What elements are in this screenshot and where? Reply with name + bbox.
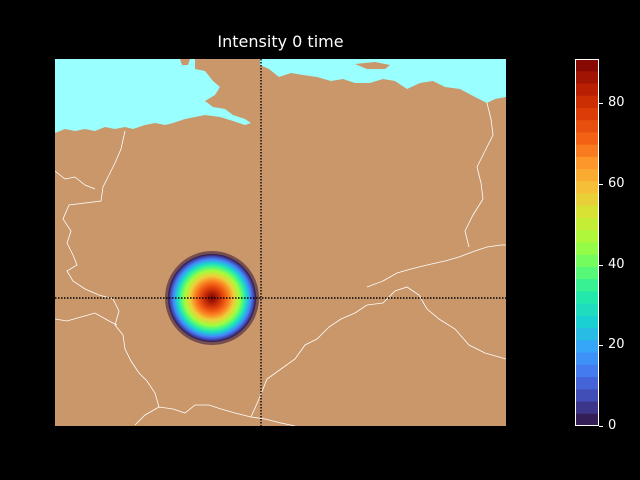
north-sea	[55, 59, 251, 133]
colorbar-level	[576, 230, 598, 244]
baltic-coast-bits	[180, 59, 390, 103]
colorbar-level	[576, 169, 598, 182]
colorbar-level	[576, 205, 598, 219]
colorbar-level	[576, 328, 598, 341]
colorbar-level	[576, 413, 598, 426]
baltic-sea	[260, 59, 506, 103]
colorbar-level	[576, 181, 598, 195]
colorbar-level	[576, 352, 598, 366]
colorbar-tick-label: 60	[608, 176, 625, 192]
colorbar-level	[576, 291, 598, 305]
colorbar-ticks: 0 20 40 60 80	[599, 59, 639, 433]
colorbar-level	[576, 156, 598, 170]
colorbar-level	[576, 266, 598, 280]
colorbar	[575, 59, 599, 426]
colorbar-level	[576, 144, 598, 158]
colorbar-level	[576, 83, 598, 97]
colorbar-level	[576, 59, 598, 72]
colorbar-level	[576, 254, 598, 268]
colorbar-level	[576, 120, 598, 133]
colorbar-tick-mark	[599, 426, 603, 427]
colorbar-tick-label: 80	[608, 95, 625, 111]
colorbar-level	[576, 364, 598, 378]
colorbar-tick-label: 0	[608, 418, 617, 433]
colorbar-tick-mark	[599, 103, 603, 105]
plot-title: Intensity 0 time	[217, 32, 344, 51]
colorbar-level	[576, 193, 598, 207]
colorbar-tick-mark	[599, 345, 603, 347]
colorbar-level	[576, 279, 598, 293]
colorbar-tick-label: 20	[608, 337, 625, 353]
colorbar-level	[576, 340, 598, 354]
colorbar-level	[576, 315, 598, 329]
colorbar-level	[576, 303, 598, 317]
colorbar-level	[576, 389, 598, 403]
colorbar-tick-mark	[599, 184, 603, 186]
colorbar-level	[576, 95, 598, 109]
colorbar-level	[576, 218, 598, 231]
colorbar-tick-label: 40	[608, 256, 625, 272]
colorbar-tick-mark	[599, 264, 603, 266]
colorbar-level	[576, 401, 598, 415]
country-borders	[55, 102, 506, 426]
colorbar-level	[576, 377, 598, 390]
colorbar-level	[576, 242, 598, 256]
map-panel	[55, 59, 506, 426]
colorbar-level	[576, 107, 598, 121]
colorbar-level	[576, 132, 598, 146]
colorbar-level	[576, 71, 598, 85]
